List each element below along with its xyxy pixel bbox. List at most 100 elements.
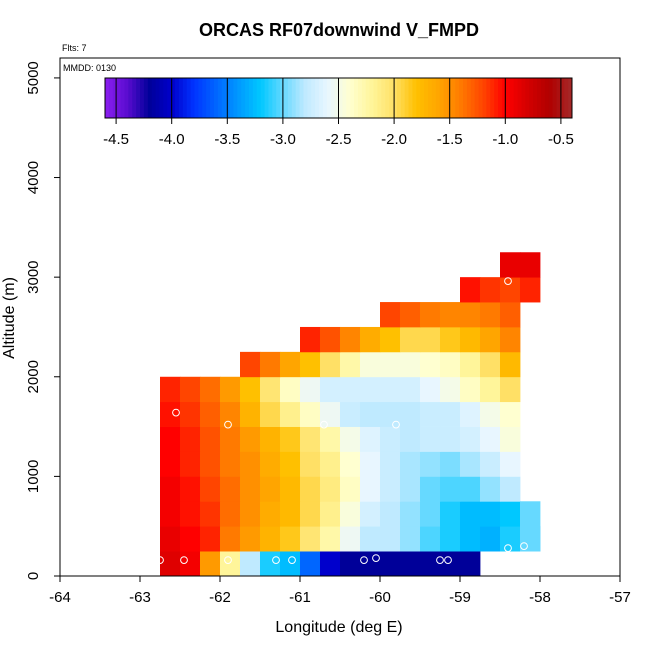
- heatmap-cell: [360, 351, 381, 378]
- heatmap-cell: [520, 501, 541, 527]
- colorbar-segment: [373, 78, 378, 118]
- colorbar-segment: [396, 78, 402, 118]
- heatmap-cell: [460, 277, 481, 303]
- colorbar-segment: [513, 78, 519, 118]
- heatmap-cell: [400, 476, 421, 502]
- colorbar-segment: [136, 78, 141, 118]
- colorbar-segment: [194, 78, 199, 118]
- heatmap-cell: [380, 476, 401, 502]
- colorbar-segment: [276, 78, 281, 118]
- colorbar-segment: [182, 78, 188, 118]
- colorbar-segment: [564, 78, 569, 118]
- colorbar-segment: [315, 78, 320, 118]
- colorbar-segment: [482, 78, 487, 118]
- heatmap-cell: [260, 401, 281, 427]
- colorbar-segment: [354, 78, 359, 118]
- heatmap-cell: [520, 252, 541, 278]
- colorbar-segment: [151, 78, 157, 118]
- colorbar-segment: [494, 78, 499, 118]
- heatmap-cell: [340, 426, 361, 452]
- heatmap-cell: [360, 526, 381, 552]
- heatmap-cell: [420, 551, 441, 577]
- colorbar-segment: [256, 78, 262, 118]
- colorbar-segment: [451, 78, 456, 118]
- heatmap-cell: [320, 326, 341, 353]
- colorbar-segment: [369, 78, 375, 118]
- heatmap-cell: [260, 526, 281, 552]
- colorbar-segment: [268, 78, 273, 118]
- heatmap-cell: [220, 476, 241, 502]
- colorbar-segment: [334, 78, 339, 118]
- heatmap-cell: [280, 551, 301, 577]
- heatmap-cell: [340, 501, 361, 527]
- colorbar-segment: [400, 78, 406, 118]
- colorbar-segment: [206, 78, 211, 118]
- heatmap-cell: [220, 526, 241, 552]
- heatmap-cell: [400, 526, 421, 552]
- colorbar-segment: [147, 78, 153, 118]
- heatmap-cell: [440, 551, 461, 577]
- colorbar-segment: [307, 78, 312, 118]
- heatmap-cell: [360, 426, 381, 452]
- heatmap-cell: [300, 426, 321, 452]
- colorbar-segment: [338, 78, 343, 118]
- heatmap-cell: [500, 277, 521, 303]
- colorbar-segment: [431, 78, 437, 118]
- colorbar-segment: [108, 78, 114, 118]
- colorbar-tick-label: -4.0: [159, 131, 185, 148]
- colorbar-segment: [155, 78, 160, 118]
- heatmap-cell: [460, 351, 481, 378]
- colorbar-segment: [175, 78, 180, 118]
- colorbar-segment: [381, 78, 386, 118]
- heatmap-cell: [200, 451, 221, 477]
- colorbar-segment: [544, 78, 550, 118]
- colorbar-segment: [326, 78, 332, 118]
- colorbar-segment: [346, 78, 351, 118]
- heatmap-cell: [500, 451, 521, 477]
- colorbar-segment: [521, 78, 526, 118]
- colorbar-segment: [478, 78, 483, 118]
- heatmap-cell: [360, 501, 381, 527]
- heatmap-cell: [380, 351, 401, 378]
- heatmap-cell: [480, 426, 501, 452]
- heatmap-cell: [160, 476, 181, 502]
- heatmap-cell: [220, 401, 241, 427]
- colorbar-segment: [548, 78, 554, 118]
- colorbar-segment: [420, 78, 425, 118]
- colorbar-segment: [284, 78, 289, 118]
- heatmap-cell: [300, 451, 321, 477]
- heatmap-cell: [460, 451, 481, 477]
- sample-point: [172, 408, 180, 417]
- heatmap-cell: [280, 501, 301, 527]
- heatmap-cell: [200, 426, 221, 452]
- colorbar-segment: [392, 78, 398, 118]
- colorbar-segment: [280, 78, 285, 118]
- colorbar-segment: [319, 78, 324, 118]
- heatmap-cell: [240, 451, 261, 477]
- colorbar-segment: [303, 78, 308, 118]
- date-label: MMDD: 0130: [63, 63, 116, 73]
- heatmap-cell: [340, 476, 361, 502]
- colorbar-segment: [159, 78, 164, 118]
- colorbar-segment: [428, 78, 433, 118]
- heatmap-cell: [460, 401, 481, 427]
- colorbar-segment: [463, 78, 468, 118]
- colorbar-segment: [529, 78, 534, 118]
- heatmap-cell: [220, 551, 241, 577]
- colorbar-segment: [490, 78, 495, 118]
- colorbar-segment: [272, 78, 277, 118]
- heatmap-cell: [440, 426, 461, 452]
- sample-point: [288, 556, 296, 564]
- colorbar-segment: [459, 78, 464, 118]
- sample-point: [520, 542, 528, 550]
- y-tick-label: 5000: [25, 61, 42, 94]
- colorbar-segment: [540, 78, 546, 118]
- heatmap-cell: [300, 551, 321, 577]
- heatmap-cell: [180, 426, 201, 452]
- heatmap-cell: [300, 501, 321, 527]
- colorbar-segment: [377, 78, 382, 118]
- heatmap-cell: [480, 376, 501, 403]
- heatmap-cell: [420, 526, 441, 552]
- heatmap-cell: [480, 277, 501, 303]
- sample-points: [156, 277, 528, 564]
